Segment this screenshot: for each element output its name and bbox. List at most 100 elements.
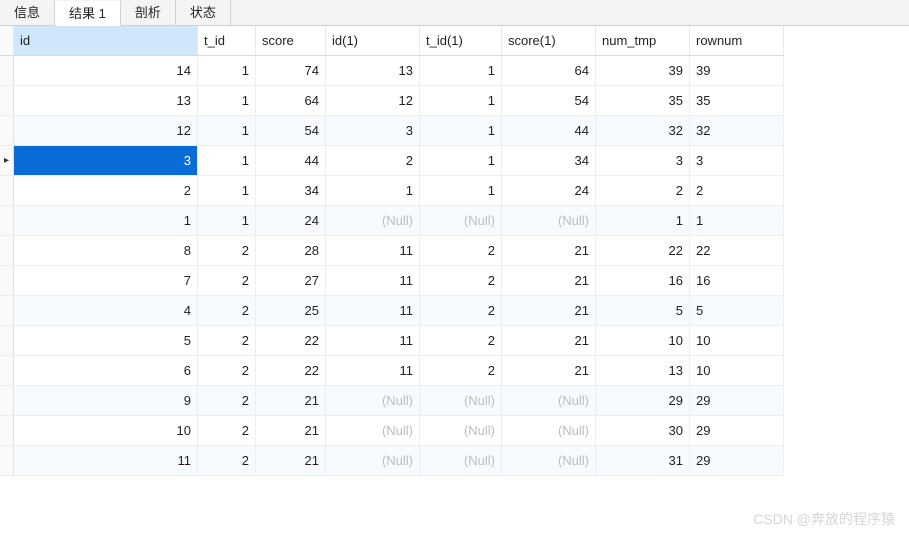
cell-id[interactable]: 8 [14, 236, 198, 266]
column-header-num_tmp[interactable]: num_tmp [596, 26, 690, 56]
cell-rownum[interactable]: 10 [690, 326, 784, 356]
cell-id1[interactable]: 11 [326, 266, 420, 296]
row-gutter[interactable] [0, 176, 14, 206]
cell-id[interactable]: 9 [14, 386, 198, 416]
cell-id[interactable]: 6 [14, 356, 198, 386]
cell-id1[interactable]: 11 [326, 326, 420, 356]
cell-num_tmp[interactable]: 13 [596, 356, 690, 386]
cell-rownum[interactable]: 16 [690, 266, 784, 296]
cell-id[interactable]: 13 [14, 86, 198, 116]
cell-rownum[interactable]: 32 [690, 116, 784, 146]
row-gutter[interactable] [0, 356, 14, 386]
row-gutter[interactable] [0, 86, 14, 116]
cell-score1[interactable]: (Null) [502, 446, 596, 476]
cell-id1[interactable]: 11 [326, 356, 420, 386]
cell-t_id[interactable]: 2 [198, 296, 256, 326]
cell-score1[interactable]: (Null) [502, 386, 596, 416]
cell-score1[interactable]: 21 [502, 236, 596, 266]
cell-t_id[interactable]: 2 [198, 446, 256, 476]
cell-score[interactable]: 44 [256, 146, 326, 176]
cell-id[interactable]: 3 [14, 146, 198, 176]
cell-id1[interactable]: 3 [326, 116, 420, 146]
cell-id[interactable]: 1 [14, 206, 198, 236]
cell-score[interactable]: 24 [256, 206, 326, 236]
cell-score[interactable]: 34 [256, 176, 326, 206]
cell-num_tmp[interactable]: 10 [596, 326, 690, 356]
cell-t_id1[interactable]: 2 [420, 326, 502, 356]
cell-t_id[interactable]: 1 [198, 116, 256, 146]
cell-t_id[interactable]: 1 [198, 176, 256, 206]
cell-t_id1[interactable]: (Null) [420, 416, 502, 446]
column-header-id[interactable]: id [14, 26, 198, 56]
cell-num_tmp[interactable]: 35 [596, 86, 690, 116]
cell-score[interactable]: 21 [256, 386, 326, 416]
cell-score1[interactable]: 34 [502, 146, 596, 176]
cell-score1[interactable]: 54 [502, 86, 596, 116]
cell-id1[interactable]: 12 [326, 86, 420, 116]
cell-score1[interactable]: 21 [502, 326, 596, 356]
cell-score[interactable]: 21 [256, 446, 326, 476]
cell-id[interactable]: 4 [14, 296, 198, 326]
cell-rownum[interactable]: 22 [690, 236, 784, 266]
cell-num_tmp[interactable]: 22 [596, 236, 690, 266]
cell-id1[interactable]: (Null) [326, 386, 420, 416]
column-header-id1[interactable]: id(1) [326, 26, 420, 56]
cell-score1[interactable]: 44 [502, 116, 596, 146]
cell-score1[interactable]: 24 [502, 176, 596, 206]
row-gutter[interactable] [0, 416, 14, 446]
cell-score1[interactable]: 21 [502, 266, 596, 296]
cell-id[interactable]: 12 [14, 116, 198, 146]
row-gutter[interactable] [0, 206, 14, 236]
cell-score1[interactable]: 21 [502, 356, 596, 386]
cell-num_tmp[interactable]: 39 [596, 56, 690, 86]
column-header-score1[interactable]: score(1) [502, 26, 596, 56]
column-header-score[interactable]: score [256, 26, 326, 56]
column-header-rownum[interactable]: rownum [690, 26, 784, 56]
cell-t_id1[interactable]: (Null) [420, 446, 502, 476]
row-gutter[interactable]: ▸ [0, 146, 14, 176]
cell-score1[interactable]: 21 [502, 296, 596, 326]
cell-t_id1[interactable]: 2 [420, 266, 502, 296]
cell-rownum[interactable]: 39 [690, 56, 784, 86]
cell-score[interactable]: 21 [256, 416, 326, 446]
column-header-t_id[interactable]: t_id [198, 26, 256, 56]
cell-t_id[interactable]: 2 [198, 326, 256, 356]
cell-t_id1[interactable]: 1 [420, 176, 502, 206]
cell-id[interactable]: 7 [14, 266, 198, 296]
cell-rownum[interactable]: 29 [690, 386, 784, 416]
cell-t_id1[interactable]: 1 [420, 56, 502, 86]
tab-status[interactable]: 状态 [176, 0, 231, 25]
cell-num_tmp[interactable]: 1 [596, 206, 690, 236]
cell-t_id[interactable]: 2 [198, 386, 256, 416]
cell-id[interactable]: 2 [14, 176, 198, 206]
cell-score1[interactable]: 64 [502, 56, 596, 86]
cell-t_id[interactable]: 1 [198, 146, 256, 176]
cell-id1[interactable]: (Null) [326, 446, 420, 476]
cell-score[interactable]: 22 [256, 356, 326, 386]
cell-t_id[interactable]: 2 [198, 236, 256, 266]
cell-id1[interactable]: (Null) [326, 206, 420, 236]
cell-score[interactable]: 27 [256, 266, 326, 296]
cell-num_tmp[interactable]: 3 [596, 146, 690, 176]
cell-t_id[interactable]: 1 [198, 206, 256, 236]
cell-t_id1[interactable]: 2 [420, 356, 502, 386]
cell-score[interactable]: 25 [256, 296, 326, 326]
cell-score1[interactable]: (Null) [502, 416, 596, 446]
cell-id1[interactable]: 1 [326, 176, 420, 206]
cell-t_id[interactable]: 1 [198, 56, 256, 86]
cell-num_tmp[interactable]: 16 [596, 266, 690, 296]
cell-score[interactable]: 28 [256, 236, 326, 266]
cell-rownum[interactable]: 1 [690, 206, 784, 236]
tab-info[interactable]: 信息 [0, 0, 55, 25]
row-gutter[interactable] [0, 266, 14, 296]
cell-num_tmp[interactable]: 32 [596, 116, 690, 146]
cell-id1[interactable]: 13 [326, 56, 420, 86]
cell-rownum[interactable]: 2 [690, 176, 784, 206]
cell-t_id1[interactable]: 2 [420, 296, 502, 326]
cell-t_id[interactable]: 1 [198, 86, 256, 116]
cell-id[interactable]: 14 [14, 56, 198, 86]
cell-rownum[interactable]: 5 [690, 296, 784, 326]
cell-rownum[interactable]: 35 [690, 86, 784, 116]
tab-results[interactable]: 结果 1 [55, 1, 121, 26]
cell-t_id[interactable]: 2 [198, 416, 256, 446]
